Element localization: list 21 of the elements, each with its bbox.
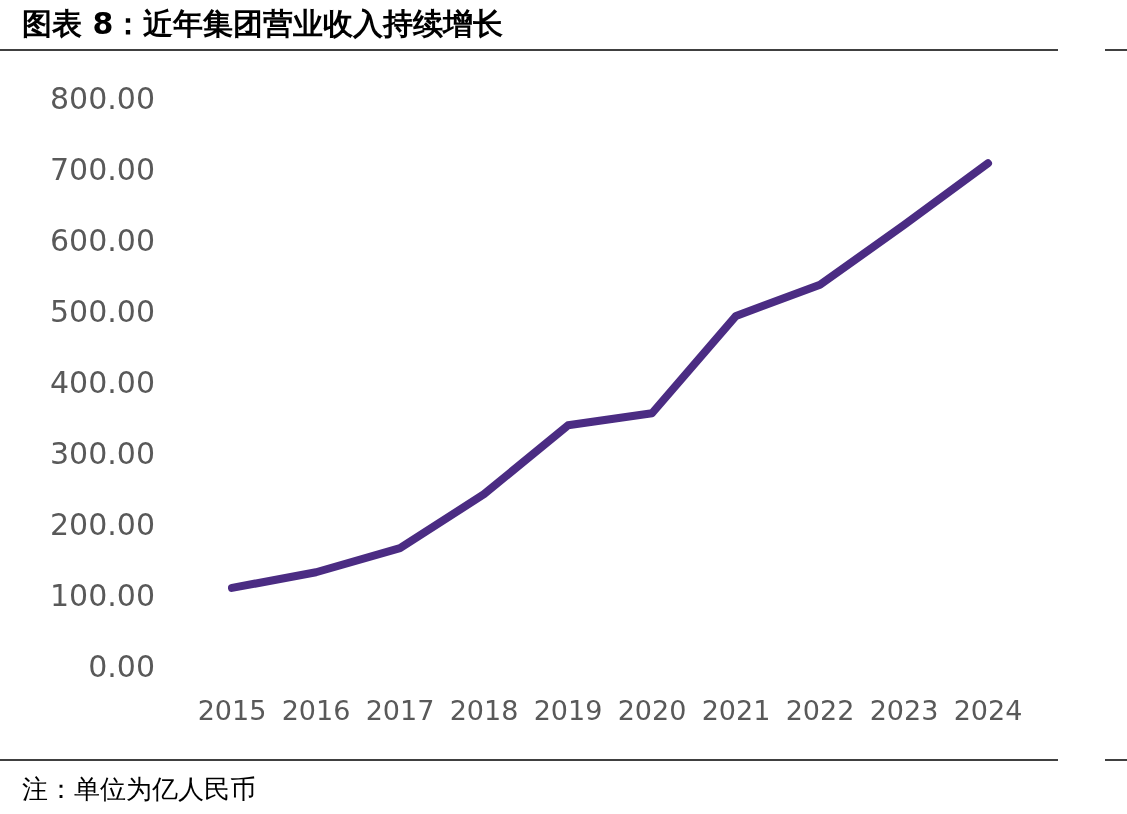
x-tick-label: 2024 (953, 695, 1023, 726)
x-tick-label: 2017 (365, 695, 435, 726)
chart-title: 图表 8：近年集团营业收入持续增长 (22, 6, 504, 41)
y-tick-label: 700.00 (50, 152, 155, 187)
x-tick-label: 2020 (617, 695, 687, 726)
y-tick-label: 800.00 (50, 81, 155, 116)
x-tick-label: 2018 (449, 695, 519, 726)
x-tick-label: 2015 (197, 695, 267, 726)
y-tick-label: 0.00 (88, 649, 155, 684)
x-tick-label: 2019 (533, 695, 603, 726)
x-tick-label: 2022 (785, 695, 855, 726)
y-tick-label: 400.00 (50, 365, 155, 400)
y-tick-label: 100.00 (50, 578, 155, 613)
y-tick-label: 200.00 (50, 507, 155, 542)
y-tick-label: 500.00 (50, 294, 155, 329)
y-tick-label: 300.00 (50, 436, 155, 471)
y-tick-label: 600.00 (50, 223, 155, 258)
x-tick-label: 2016 (281, 695, 351, 726)
x-tick-label: 2021 (701, 695, 771, 726)
x-tick-label: 2023 (869, 695, 939, 726)
text: 注：单位为亿人民币 (22, 774, 256, 804)
